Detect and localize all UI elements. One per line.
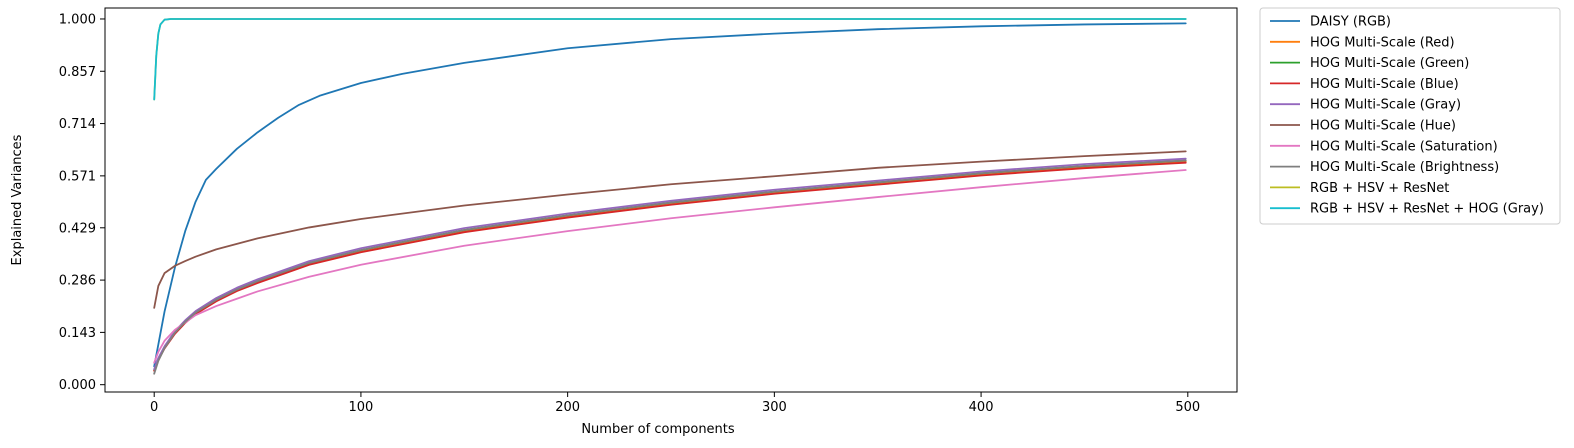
y-tick-label: 0.714	[59, 117, 96, 132]
legend-frame	[1259, 7, 1561, 225]
y-tick-label: 0.143	[59, 326, 96, 341]
series-line-8	[153, 159, 1187, 375]
y-axis-label: Explained Variances	[10, 134, 25, 265]
legend-label: HOG Multi-Scale (Green)	[1310, 56, 1469, 71]
legend-label: HOG Multi-Scale (Gray)	[1310, 98, 1461, 113]
series-line-4	[153, 161, 1187, 372]
legend-label: HOG Multi-Scale (Blue)	[1310, 77, 1459, 92]
plot-frame	[104, 7, 1238, 393]
series-line-9	[153, 18, 1187, 101]
legend-label: DAISY (RGB)	[1310, 15, 1391, 30]
legend-label: RGB + HSV + ResNet + HOG (Gray)	[1310, 202, 1544, 217]
legend-label: HOG Multi-Scale (Saturation)	[1310, 139, 1498, 154]
legend-label: HOG Multi-Scale (Red)	[1310, 35, 1455, 50]
y-tick-label: 1.000	[59, 12, 96, 27]
x-tick-label: 400	[969, 400, 994, 415]
series-line-5	[153, 157, 1187, 371]
legend: DAISY (RGB) HOG Multi-Scale (Red) HOG Mult…	[1259, 7, 1561, 225]
series-line-10	[153, 18, 1187, 101]
plot-lines	[153, 18, 1187, 375]
legend-label: RGB + HSV + ResNet	[1310, 181, 1449, 196]
series-line-6	[153, 150, 1187, 309]
legend-label: HOG Multi-Scale (Brightness)	[1310, 160, 1499, 175]
legend-label: HOG Multi-Scale (Hue)	[1310, 119, 1456, 134]
x-axis-label: Number of components	[581, 422, 735, 437]
y-tick-label: 0.429	[59, 221, 96, 236]
x-tick-label: 100	[349, 400, 374, 415]
y-tick-label: 0.857	[59, 65, 96, 80]
series-line-1	[153, 22, 1187, 368]
x-tick-label: 0	[150, 400, 158, 415]
y-tick-label: 0.286	[59, 274, 96, 289]
series-line-2	[153, 160, 1187, 371]
y-axis: 0.000 0.143 0.286 0.429 0.571 0.714 0.857 1.000	[59, 12, 105, 393]
x-tick-label: 500	[1175, 400, 1200, 415]
x-axis: 0 100 200 300 400 500	[150, 392, 1200, 415]
x-tick-label: 200	[555, 400, 580, 415]
series-line-7	[153, 169, 1187, 364]
y-tick-label: 0.000	[59, 378, 96, 393]
x-tick-label: 300	[762, 400, 787, 415]
y-tick-label: 0.571	[59, 169, 96, 184]
